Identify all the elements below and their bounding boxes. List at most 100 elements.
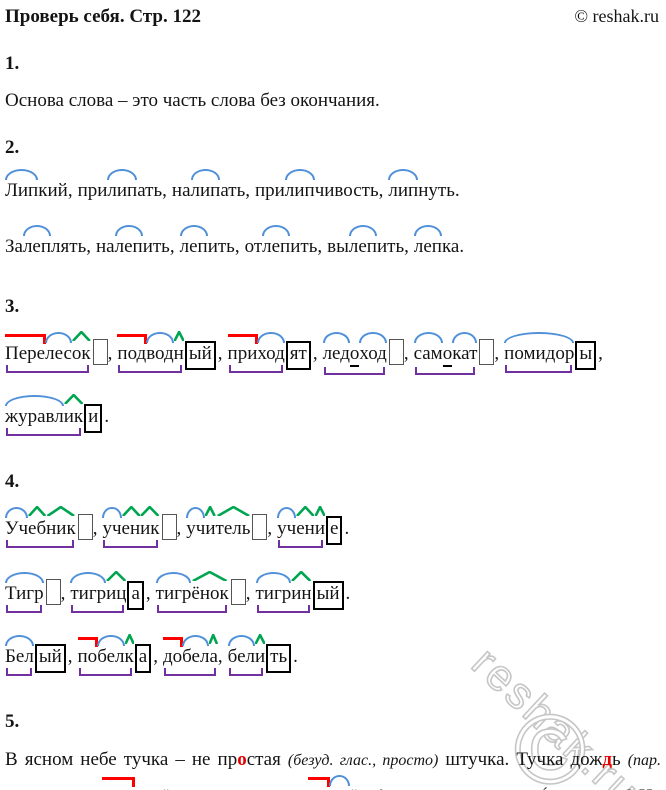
word: прилип чивость bbox=[255, 169, 379, 202]
zero-ending-box bbox=[45, 579, 61, 605]
separator: , bbox=[176, 518, 182, 539]
word-stem: Уч еб ник bbox=[5, 518, 76, 548]
root-arc-mark bbox=[328, 775, 350, 787]
morpheme-text: ать bbox=[220, 180, 246, 201]
zero-ending-box bbox=[92, 339, 108, 365]
word: уч ен ик bbox=[102, 514, 177, 548]
separator: , bbox=[169, 236, 175, 257]
morpheme-suffix: тель bbox=[216, 518, 250, 540]
word-row-parsed-2: журавл ик и. bbox=[5, 387, 661, 446]
word: уч ен и е bbox=[277, 516, 344, 548]
morpheme-prefix: до bbox=[162, 637, 184, 668]
word-stem: под вод н bbox=[117, 332, 184, 373]
word-stem: бел и bbox=[227, 646, 265, 676]
morpheme-suffix: и bbox=[255, 646, 265, 668]
word-stem: Лип кий bbox=[5, 169, 68, 202]
prefix-marked-text: при bbox=[101, 777, 136, 790]
paragraph-text: несёт, дождик землю bbox=[134, 786, 308, 790]
stem-underline-mark bbox=[6, 605, 42, 613]
root-arc-mark bbox=[322, 332, 350, 343]
suffix-check-mark bbox=[209, 634, 217, 644]
word: до бел а bbox=[162, 635, 218, 676]
separator: , bbox=[267, 518, 273, 539]
morpheme-suffix: а bbox=[209, 646, 218, 668]
root-arc-mark bbox=[190, 169, 221, 180]
morpheme-suffix: ен bbox=[296, 518, 315, 540]
word-stem: вылеп ить bbox=[327, 225, 405, 258]
paragraph-text: В ясном небе тучка – не пр bbox=[5, 749, 238, 770]
morpheme-root: журавл bbox=[5, 395, 64, 428]
stem-underline-mark bbox=[156, 605, 227, 613]
root-arc-mark bbox=[179, 225, 208, 236]
root-arc-mark bbox=[45, 332, 72, 343]
morpheme-root: уч bbox=[186, 507, 206, 540]
morpheme-text: на bbox=[171, 180, 191, 201]
root-arc-mark bbox=[388, 169, 419, 180]
word-stem: леп ка bbox=[413, 225, 460, 258]
section-4-number: 4. bbox=[5, 471, 20, 492]
separator: , bbox=[234, 236, 240, 257]
suffix-check-mark bbox=[64, 394, 83, 404]
word: отлеп ить bbox=[245, 225, 317, 258]
word: лип нуть bbox=[388, 169, 455, 202]
highlighted-letter: е bbox=[401, 786, 409, 790]
morpheme-root: лип bbox=[388, 169, 419, 202]
morpheme-suffix: ик bbox=[64, 406, 83, 428]
separator: , bbox=[404, 236, 409, 257]
suffix-check-mark bbox=[216, 506, 251, 516]
ending-box: ы bbox=[575, 341, 597, 370]
morpheme-prefix: Пере bbox=[5, 334, 47, 365]
separator: . bbox=[454, 180, 460, 201]
copyright-label: © reshak.ru bbox=[574, 6, 659, 26]
paragraph-text: штучка. Тучка дож bbox=[438, 749, 603, 770]
root-arc-mark bbox=[227, 635, 255, 646]
word-stem: тигр ёнок bbox=[155, 572, 229, 613]
suffix-check-mark bbox=[72, 331, 91, 341]
morpheme-root: тигр bbox=[255, 572, 292, 605]
stem-underline-mark bbox=[228, 668, 264, 676]
morpheme-text: кий bbox=[38, 180, 68, 201]
morpheme-conn: о bbox=[442, 343, 453, 367]
morpheme-root: лед bbox=[322, 332, 350, 365]
separator: . bbox=[344, 518, 350, 539]
ending-box: ть bbox=[266, 644, 292, 673]
morpheme-root: тигр bbox=[155, 572, 192, 605]
stem-underline-mark bbox=[71, 605, 125, 613]
root-arc-mark bbox=[262, 225, 291, 236]
root-arc-mark bbox=[504, 332, 575, 343]
separator: . bbox=[459, 236, 465, 257]
highlighted-letter: д bbox=[602, 749, 612, 770]
morpheme-text: ить bbox=[376, 236, 405, 257]
root-arc-mark bbox=[277, 507, 297, 518]
morpheme-root: бел bbox=[182, 635, 210, 668]
morpheme-text: ить bbox=[207, 236, 235, 257]
morpheme-root: вод bbox=[146, 332, 174, 365]
separator: , bbox=[153, 646, 158, 667]
word: лед оход bbox=[322, 332, 404, 375]
separator: . bbox=[293, 646, 298, 667]
prefix-mark bbox=[101, 777, 136, 788]
morpheme-text: ка bbox=[441, 236, 460, 257]
zero-ending-box bbox=[479, 339, 495, 365]
root-arc-mark bbox=[257, 332, 285, 343]
suffix-check-mark bbox=[291, 571, 311, 581]
morpheme-root: помидор bbox=[504, 332, 575, 365]
word: Залеп лять bbox=[5, 225, 86, 258]
root-arc-mark bbox=[114, 225, 143, 236]
word-stem: налеп ить bbox=[96, 225, 170, 258]
ending-box: ый bbox=[312, 581, 344, 610]
separator: , bbox=[162, 180, 167, 201]
stem-underline-mark bbox=[103, 540, 158, 548]
suffix-check-mark bbox=[140, 506, 159, 516]
word-stem: отлеп ить bbox=[245, 225, 317, 258]
stem-underline-mark bbox=[118, 365, 182, 373]
word: под вод н ый bbox=[117, 332, 217, 373]
morpheme-root: сам bbox=[413, 332, 443, 365]
morpheme-text: чивость bbox=[314, 180, 379, 201]
separator: , bbox=[245, 583, 251, 604]
word: леп ить bbox=[179, 225, 235, 258]
exercise-paragraph: В ясном небе тучка – не простая (безуд. … bbox=[5, 741, 661, 790]
prefix-mark bbox=[77, 637, 99, 647]
stem-underline-mark bbox=[505, 365, 573, 373]
morpheme-root: Лип bbox=[5, 169, 39, 202]
